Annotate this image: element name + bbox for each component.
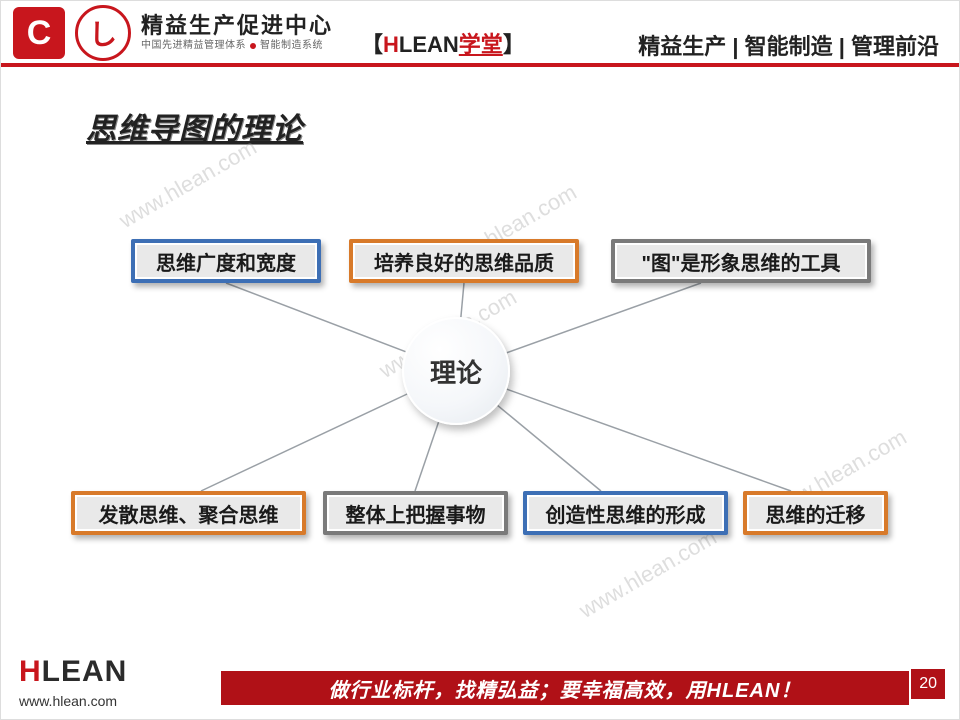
node-n6: 创造性思维的形成 bbox=[523, 491, 728, 535]
node-n3: "图"是形象思维的工具 bbox=[611, 239, 871, 283]
node-label: 培养良好的思维品质 bbox=[355, 245, 573, 277]
footer-bar: 做行业标杆，找精弘益；要幸福高效，用HLEAN！ bbox=[221, 671, 909, 705]
center-label: 理论 bbox=[430, 353, 482, 390]
node-label: 创造性思维的形成 bbox=[529, 497, 722, 529]
footer-url: www.hlean.com bbox=[19, 693, 117, 709]
node-n4: 发散思维、聚合思维 bbox=[71, 491, 306, 535]
node-label: 整体上把握事物 bbox=[329, 497, 502, 529]
footer-logo: HLEAN bbox=[19, 655, 127, 689]
node-n2: 培养良好的思维品质 bbox=[349, 239, 579, 283]
node-label: "图"是形象思维的工具 bbox=[617, 245, 865, 277]
mindmap-diagram: 思维广度和宽度 培养良好的思维品质 "图"是形象思维的工具发散思维、聚合思维整体上把… bbox=[1, 161, 959, 601]
node-label: 思维广度和宽度 bbox=[137, 245, 315, 277]
logo-title: 精益生产促进中心 bbox=[141, 15, 333, 37]
page-number: 20 bbox=[911, 669, 945, 699]
slide-page: C し 精益生产促进中心 中国先进精益管理体系 智能制造系统 【HLEAN学堂】… bbox=[0, 0, 960, 720]
header: C し 精益生产促进中心 中国先进精益管理体系 智能制造系统 【HLEAN学堂】… bbox=[1, 1, 959, 67]
header-center: 【HLEAN学堂】 bbox=[361, 27, 525, 59]
logo-sub-b: 智能制造系统 bbox=[260, 41, 323, 51]
dot-icon bbox=[250, 43, 256, 49]
node-label: 发散思维、聚合思维 bbox=[77, 497, 300, 529]
center-node: 理论 bbox=[402, 317, 510, 425]
logo-c-icon: C bbox=[13, 7, 65, 59]
slide-title: 思维导图的理论 bbox=[86, 104, 303, 148]
node-n7: 思维的迁移 bbox=[743, 491, 888, 535]
logo-subtitle: 中国先进精益管理体系 智能制造系统 bbox=[141, 41, 333, 51]
logo-block: C し 精益生产促进中心 中国先进精益管理体系 智能制造系统 bbox=[13, 5, 333, 61]
node-label: 思维的迁移 bbox=[749, 497, 882, 529]
node-n1: 思维广度和宽度 bbox=[131, 239, 321, 283]
logo-text: 精益生产促进中心 中国先进精益管理体系 智能制造系统 bbox=[141, 15, 333, 51]
header-right: 精益生产 | 智能制造 | 管理前沿 bbox=[638, 29, 939, 61]
logo-sub-a: 中国先进精益管理体系 bbox=[141, 41, 246, 51]
logo-mark-icon: し bbox=[75, 5, 131, 61]
header-underline bbox=[1, 63, 959, 67]
footer-slogan: 做行业标杆，找精弘益；要幸福高效，用HLEAN！ bbox=[329, 674, 802, 703]
node-n5: 整体上把握事物 bbox=[323, 491, 508, 535]
